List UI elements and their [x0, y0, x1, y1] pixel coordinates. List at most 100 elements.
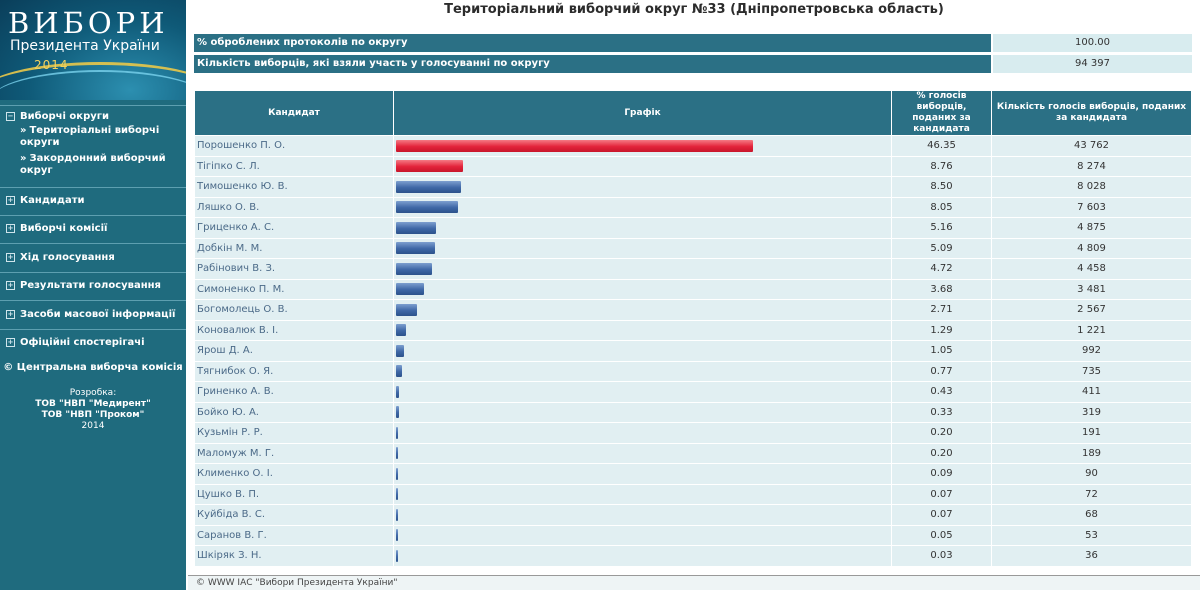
table-row: Симоненко П. М. 3.68 3 481 — [195, 279, 1191, 299]
vote-bar — [396, 221, 436, 234]
chart-cell — [394, 197, 891, 217]
chart-cell — [394, 546, 891, 566]
vote-bar — [396, 160, 463, 173]
vote-percent: 8.05 — [892, 197, 991, 217]
chart-cell — [394, 443, 891, 463]
developer-name: ТОВ "НВП "Проком" — [0, 410, 186, 421]
vote-bar — [396, 508, 398, 521]
candidate-name: Гриценко А. С. — [195, 218, 393, 238]
chart-cell — [394, 361, 891, 381]
candidate-name: Тимошенко Ю. В. — [195, 177, 393, 197]
chart-cell — [394, 484, 891, 504]
nav-elections-districts[interactable]: − Виборчі округи — [6, 111, 109, 122]
chart-cell — [394, 382, 891, 402]
nav-label: Хід голосування — [20, 252, 115, 263]
sidebar-divider — [0, 105, 186, 106]
expand-icon[interactable]: + — [6, 195, 15, 205]
chart-cell — [394, 279, 891, 299]
nav-foreign-district[interactable]: » Закордонний виборчий округ — [20, 153, 180, 177]
candidate-name: Кузьмін Р. Р. — [195, 423, 393, 443]
collapse-icon[interactable]: − — [6, 111, 15, 121]
double-arrow-icon: » — [20, 125, 27, 136]
vote-bar — [396, 365, 402, 378]
logo-title: ВИБОРИ — [8, 6, 169, 40]
nav-label: Виборчі округи — [20, 111, 109, 122]
chart-cell — [394, 300, 891, 320]
table-row: Куйбіда В. С. 0.07 68 — [195, 505, 1191, 525]
vote-count: 4 809 — [992, 238, 1191, 258]
vote-count: 72 — [992, 484, 1191, 504]
page-title: Територіальний виборчий округ №33 (Дніпр… — [444, 2, 944, 17]
candidate-name: Шкіряк З. Н. — [195, 546, 393, 566]
vote-bar — [396, 324, 406, 337]
candidate-name: Порошенко П. О. — [195, 136, 393, 156]
vote-count: 8 274 — [992, 156, 1191, 176]
table-row: Цушко В. П. 0.07 72 — [195, 484, 1191, 504]
table-row: Тігіпко С. Л. 8.76 8 274 — [195, 156, 1191, 176]
nav-observers[interactable]: + Офіційні спостерігачі — [6, 337, 145, 348]
sidebar-divider — [0, 300, 186, 301]
nav-territorial-districts[interactable]: » Територіальні виборчі округи — [20, 125, 180, 149]
cec-copyright-link[interactable]: © Центральна виборча комісія — [3, 362, 183, 373]
developer-name: ТОВ "НВП "Медирент" — [0, 399, 186, 410]
vote-bar — [396, 467, 398, 480]
vote-bar — [396, 529, 398, 542]
table-row: Шкіряк З. Н. 0.03 36 — [195, 546, 1191, 566]
nav-commissions[interactable]: + Виборчі комісії — [6, 223, 107, 234]
candidate-name: Ляшко О. В. — [195, 197, 393, 217]
table-row: Кузьмін Р. Р. 0.20 191 — [195, 423, 1191, 443]
vote-percent: 0.77 — [892, 361, 991, 381]
results-table: Кандидат Графік % голосів виборців, пода… — [194, 90, 1192, 567]
vote-bar — [396, 488, 398, 501]
vote-count: 53 — [992, 525, 1191, 545]
nav-voting-progress[interactable]: + Хід голосування — [6, 252, 115, 263]
table-row: Порошенко П. О. 46.35 43 762 — [195, 136, 1191, 156]
vote-bar — [396, 406, 399, 419]
vote-count: 36 — [992, 546, 1191, 566]
sidebar-divider — [0, 329, 186, 330]
vote-percent: 0.20 — [892, 443, 991, 463]
vote-percent: 0.03 — [892, 546, 991, 566]
header-percent: % голосів виборців, поданих за кандидата — [892, 91, 991, 135]
nav-media[interactable]: + Засоби масової інформації — [6, 309, 175, 320]
candidate-name: Гриненко А. В. — [195, 382, 393, 402]
vote-bar — [396, 242, 435, 255]
vote-count: 90 — [992, 464, 1191, 484]
candidate-name: Цушко В. П. — [195, 484, 393, 504]
candidate-name: Куйбіда В. С. — [195, 505, 393, 525]
vote-bar — [396, 549, 398, 562]
table-row: Саранов В. Г. 0.05 53 — [195, 525, 1191, 545]
vote-percent: 8.50 — [892, 177, 991, 197]
expand-icon[interactable]: + — [6, 252, 15, 262]
chart-cell — [394, 341, 891, 361]
expand-icon[interactable]: + — [6, 337, 15, 347]
expand-icon[interactable]: + — [6, 280, 15, 290]
chart-cell — [394, 464, 891, 484]
candidate-name: Рабінович В. З. — [195, 259, 393, 279]
vote-count: 7 603 — [992, 197, 1191, 217]
nav-results[interactable]: + Результати голосування — [6, 280, 161, 291]
vote-percent: 1.29 — [892, 320, 991, 340]
chart-cell — [394, 525, 891, 545]
vote-percent: 0.20 — [892, 423, 991, 443]
vote-percent: 0.09 — [892, 464, 991, 484]
double-arrow-icon: » — [20, 153, 27, 164]
vote-count: 992 — [992, 341, 1191, 361]
elections-logo[interactable]: ВИБОРИ Президента України 2014 — [0, 0, 186, 100]
candidate-name: Бойко Ю. А. — [195, 402, 393, 422]
sidebar-divider — [0, 243, 186, 244]
nav-label: Кандидати — [20, 195, 85, 206]
vote-percent: 5.16 — [892, 218, 991, 238]
candidate-name: Ярош Д. А. — [195, 341, 393, 361]
vote-bar — [396, 201, 458, 214]
expand-icon[interactable]: + — [6, 309, 15, 319]
vote-percent: 8.76 — [892, 156, 991, 176]
vote-percent: 2.71 — [892, 300, 991, 320]
nav-label: Територіальні виборчі округи — [20, 125, 160, 148]
candidate-name: Богомолець О. В. — [195, 300, 393, 320]
vote-count: 735 — [992, 361, 1191, 381]
nav-candidates[interactable]: + Кандидати — [6, 195, 85, 206]
expand-icon[interactable]: + — [6, 223, 15, 233]
vote-percent: 1.05 — [892, 341, 991, 361]
chart-cell — [394, 156, 891, 176]
